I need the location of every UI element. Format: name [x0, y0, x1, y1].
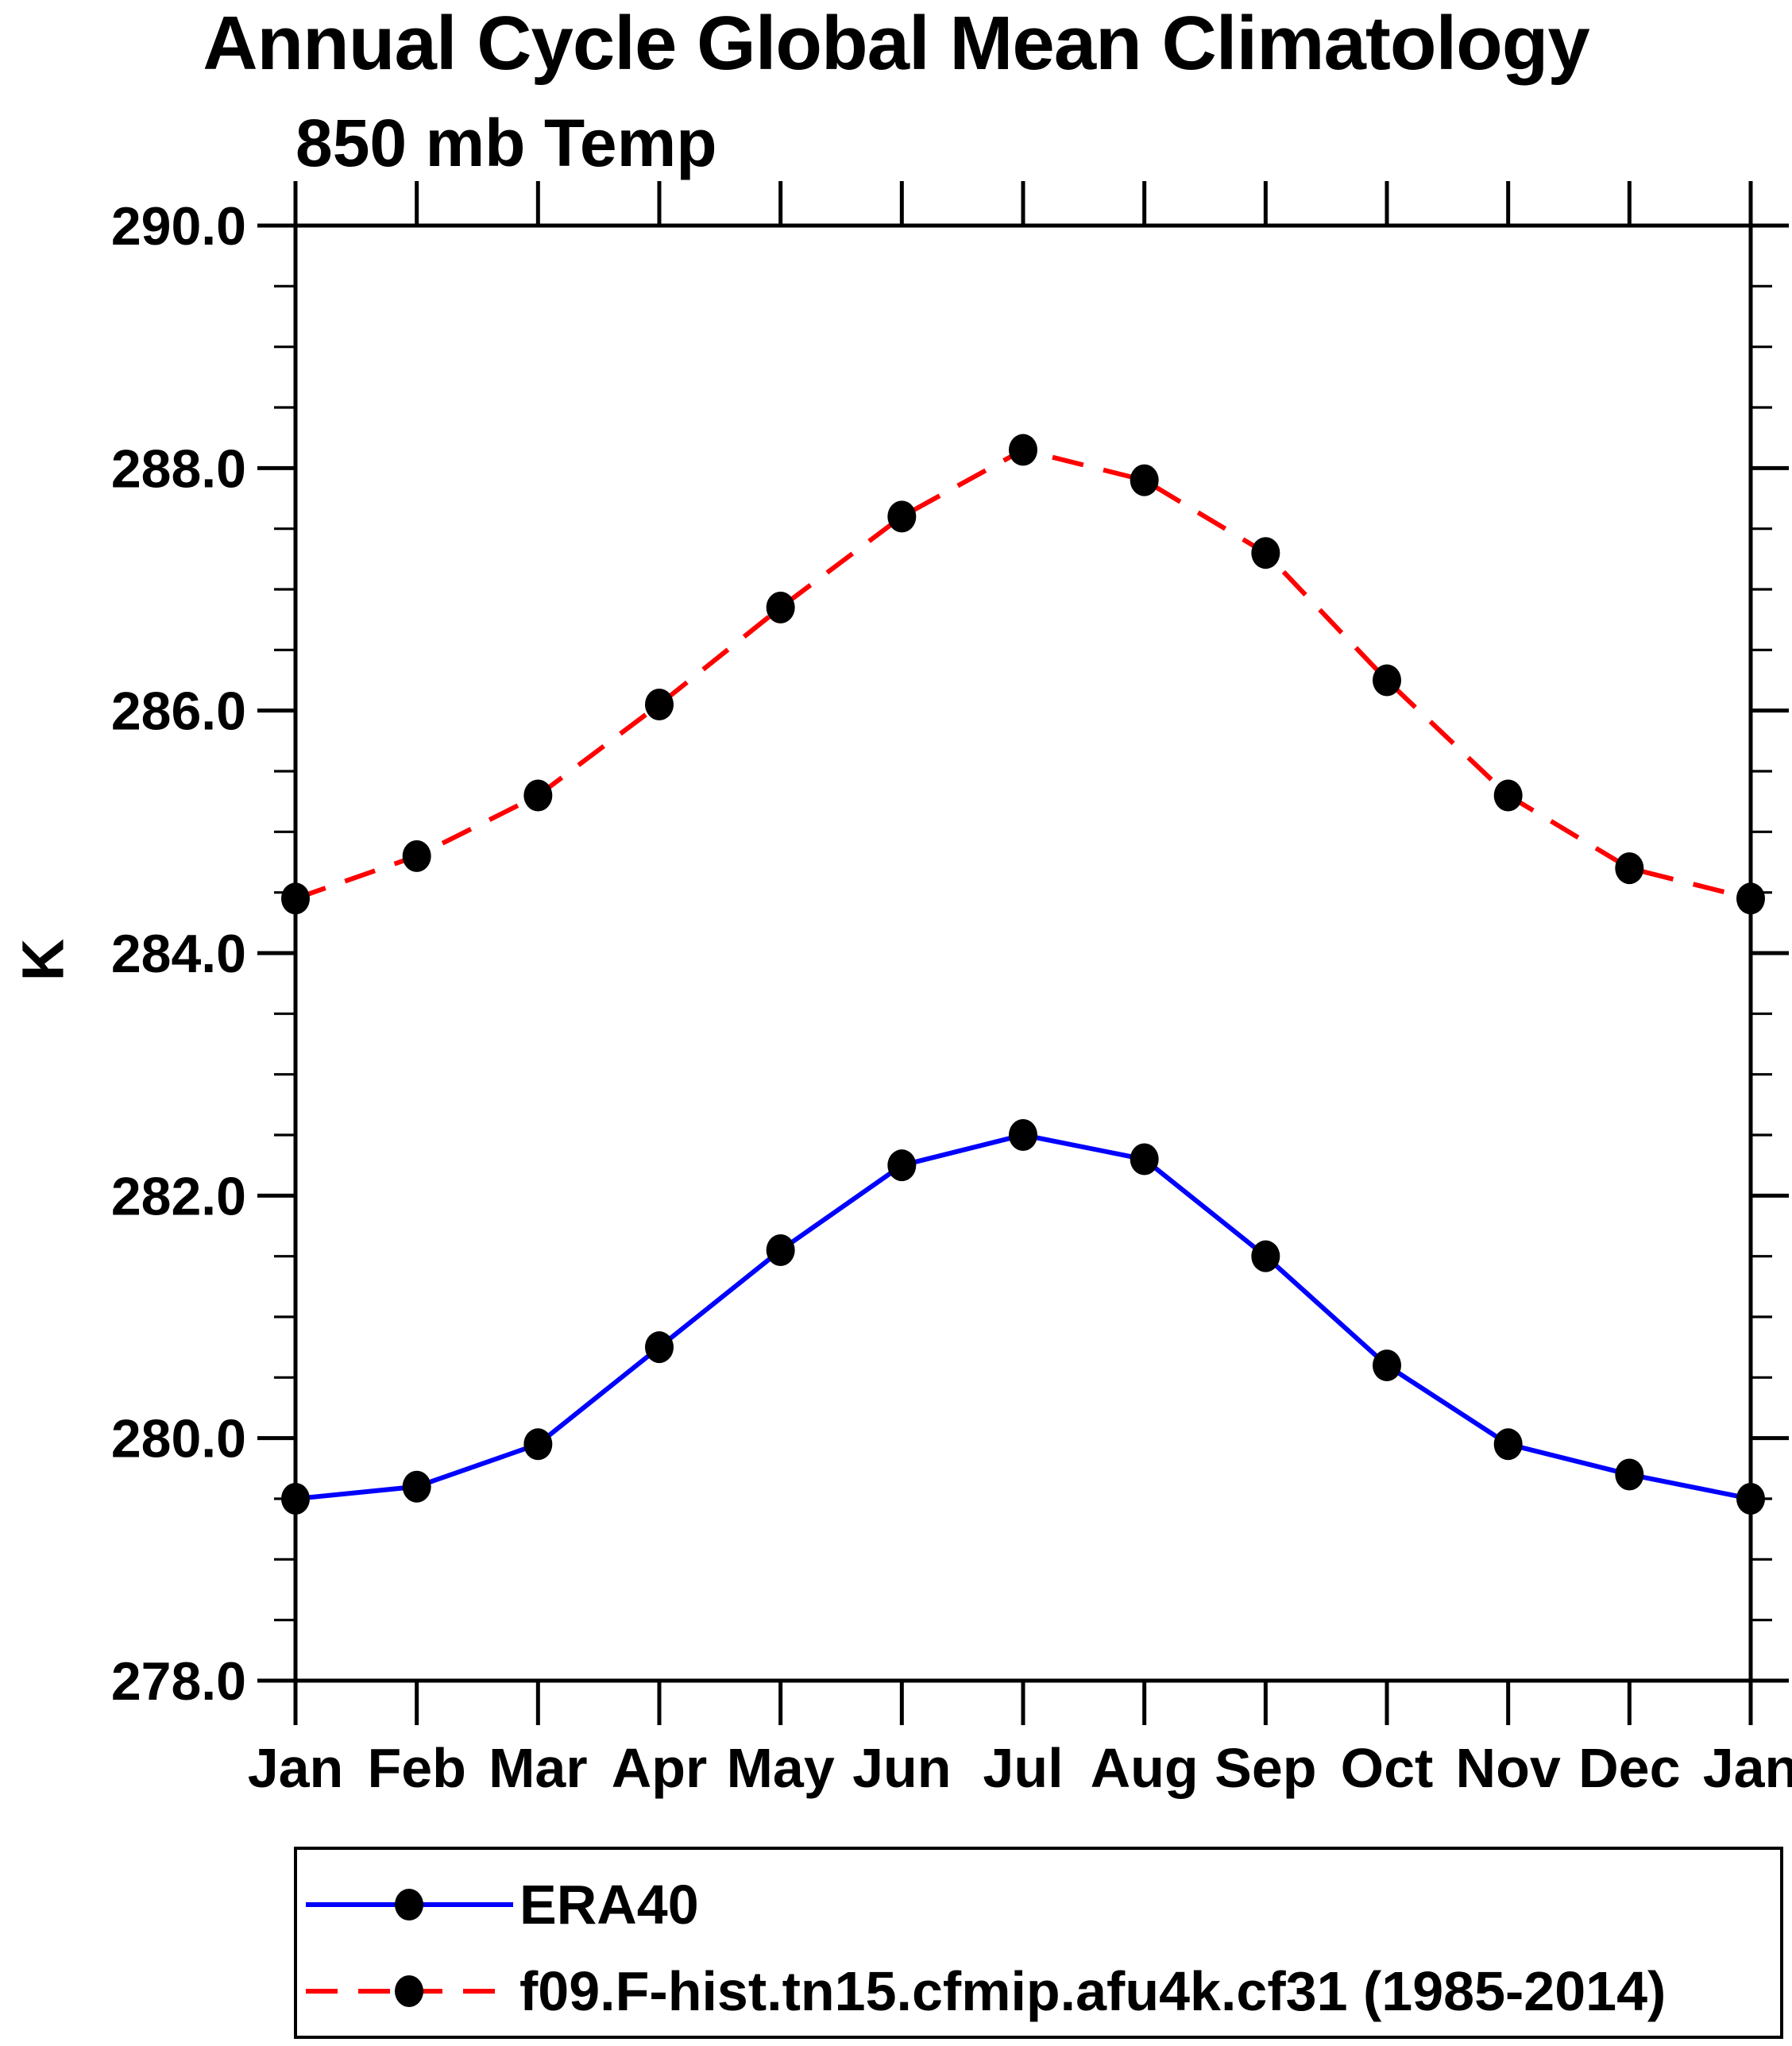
x-tick-label: Mar [489, 1737, 587, 1799]
data-point-marker [402, 1470, 431, 1503]
x-tick-label: Nov [1456, 1737, 1561, 1799]
data-point-marker [1130, 464, 1159, 496]
data-point-marker [1009, 434, 1037, 466]
data-point-marker [523, 1428, 553, 1461]
x-tick-label: Feb [367, 1737, 465, 1799]
chart-subtitle: 850 mb Temp [295, 106, 717, 180]
data-point-marker [402, 840, 431, 872]
x-tick-label: Jan [248, 1737, 344, 1799]
series-line-f09 [295, 447, 1751, 901]
x-tick-label: May [727, 1737, 835, 1799]
legend-label-era40: ERA40 [519, 1874, 699, 1936]
data-point-marker [1615, 852, 1644, 885]
data-point-marker [1373, 1349, 1401, 1382]
x-axis-ticks-bottom [293, 1681, 1753, 1725]
x-tick-label: Sep [1215, 1737, 1316, 1799]
y-tick-label: 286.0 [111, 681, 246, 742]
data-point-marker [766, 1234, 795, 1267]
data-point-marker [1736, 1483, 1765, 1515]
x-axis-ticks-top [293, 181, 1753, 226]
chart-title: Annual Cycle Global Mean Climatology [203, 1, 1590, 86]
x-tick-labels: Jan Feb Mar Apr May Jun Jul Aug Sep Oct Nov Dec Jan [248, 1737, 1792, 1799]
data-point-marker [887, 500, 917, 533]
x-tick-label: Jan [1703, 1737, 1792, 1799]
data-point-marker [281, 882, 310, 915]
x-tick-label: Aug [1091, 1737, 1199, 1799]
data-point-marker [281, 1483, 310, 1515]
y-tick-label: 284.0 [111, 924, 246, 984]
data-point-marker [887, 1149, 917, 1182]
y-tick-label: 280.0 [111, 1409, 246, 1469]
y-tick-label: 288.0 [111, 438, 246, 499]
legend-label-f09: f09.F-hist.tn15.cfmip.afu4k.cf31 (1985-2… [519, 1960, 1666, 2022]
legend-line-sample-era40 [306, 1889, 513, 1921]
data-point-marker [1373, 664, 1401, 697]
y-tick-labels: 290.0 288.0 286.0 284.0 282.0 280.0 278.0 [111, 196, 246, 1712]
data-point-marker [645, 1331, 674, 1364]
y-axis-ticks-right [1751, 223, 1789, 1683]
legend-box: ERA40 f09.F-hist.tn15.cfmip.afu4k.cf31 (… [294, 1847, 1783, 2039]
y-tick-label: 290.0 [111, 196, 246, 257]
legend-item-era40: ERA40 [304, 1874, 699, 1936]
data-point-marker [1615, 1458, 1644, 1491]
data-point-marker [523, 779, 553, 812]
series-markers-era40 [281, 1119, 1765, 1515]
series-line-era40 [295, 1132, 1751, 1501]
data-point-marker [766, 591, 795, 623]
x-tick-label: Oct [1341, 1737, 1434, 1799]
y-axis-ticks-left [257, 223, 295, 1683]
data-point-marker [1493, 1428, 1523, 1461]
y-tick-label: 278.0 [111, 1651, 246, 1712]
data-point-marker [1251, 1240, 1280, 1272]
data-point-marker [1009, 1119, 1037, 1151]
x-tick-label: Dec [1578, 1737, 1680, 1799]
data-point-marker [1736, 882, 1765, 915]
series-markers-f09 [281, 434, 1765, 915]
legend-line-sample-f09 [306, 1975, 513, 2007]
data-point-marker [1493, 779, 1523, 812]
x-tick-label: Apr [612, 1737, 708, 1799]
y-tick-label: 282.0 [111, 1166, 246, 1226]
legend-sample-marker [395, 1975, 423, 2007]
data-point-marker [645, 689, 674, 721]
x-tick-label: Jun [852, 1737, 951, 1799]
legend-sample-marker [395, 1889, 423, 1921]
legend-item-f09: f09.F-hist.tn15.cfmip.afu4k.cf31 (1985-2… [304, 1960, 1666, 2022]
x-tick-label: Jul [983, 1737, 1063, 1799]
data-point-marker [1251, 537, 1280, 569]
data-point-marker [1130, 1143, 1159, 1175]
